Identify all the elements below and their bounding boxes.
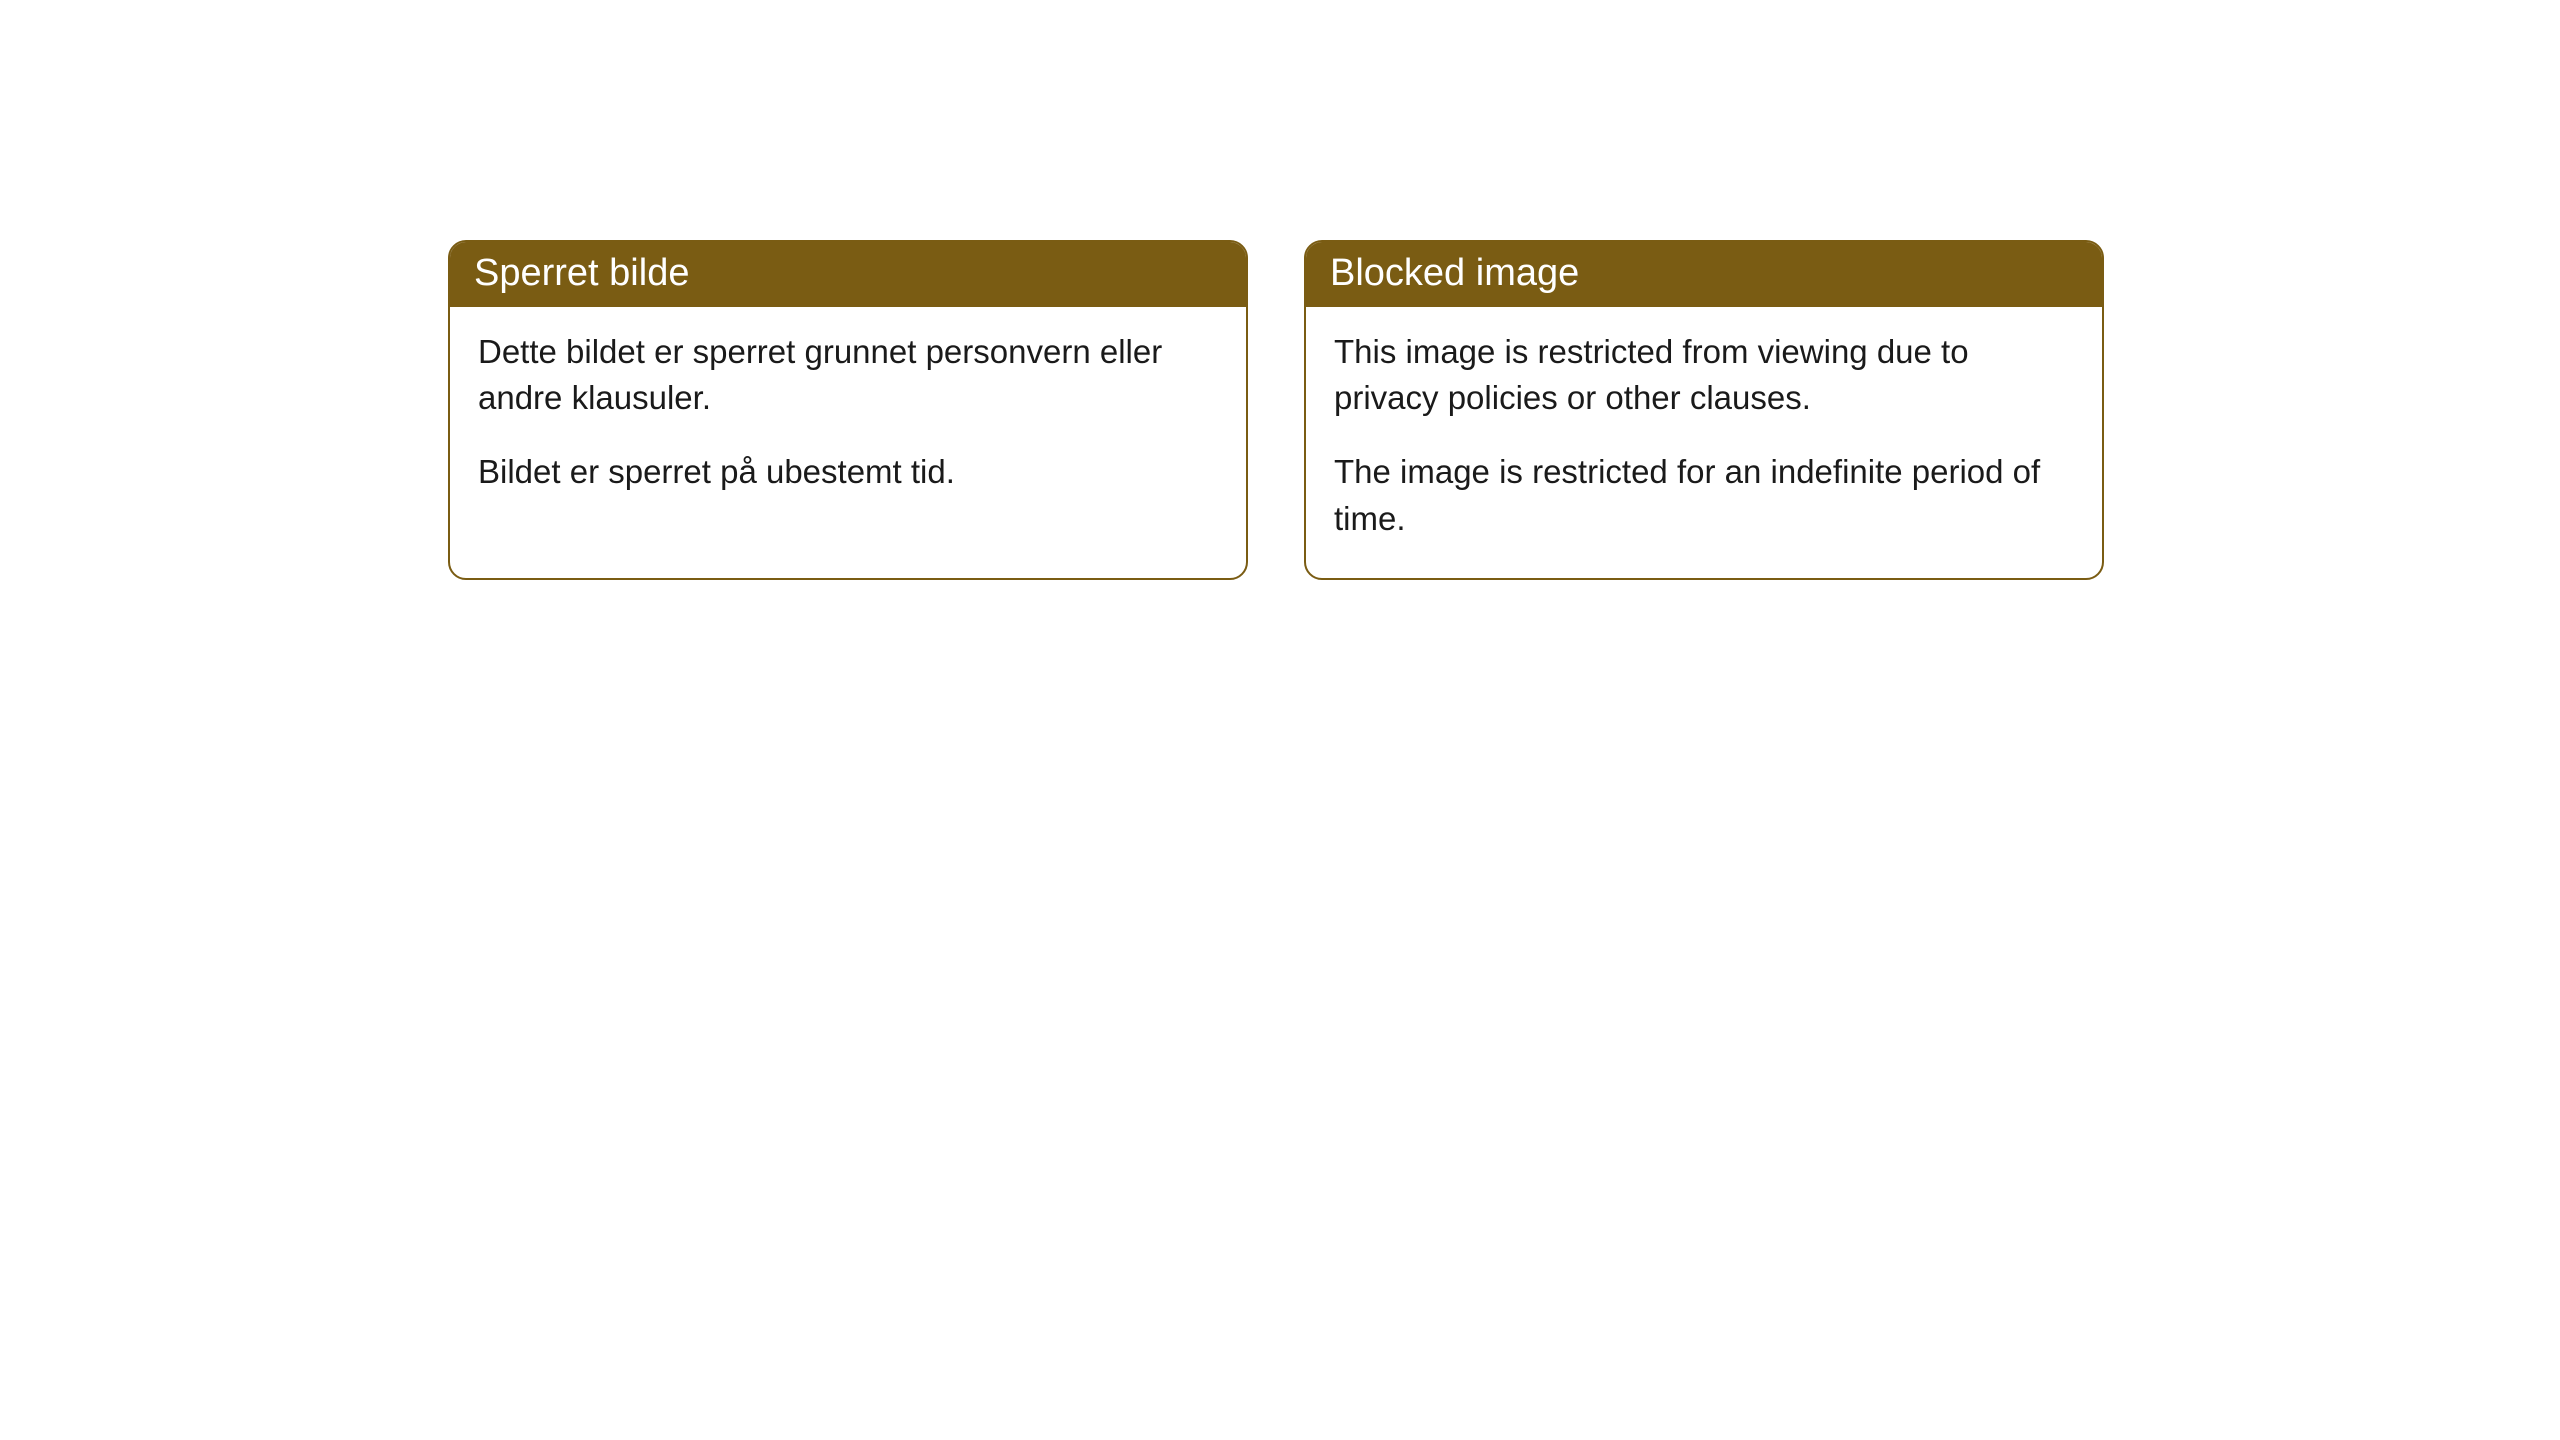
blocked-image-card-english: Blocked image This image is restricted f… (1304, 240, 2104, 580)
card-paragraph: This image is restricted from viewing du… (1334, 329, 2074, 421)
card-paragraph: The image is restricted for an indefinit… (1334, 449, 2074, 541)
blocked-image-card-norwegian: Sperret bilde Dette bildet er sperret gr… (448, 240, 1248, 580)
card-body: This image is restricted from viewing du… (1306, 307, 2102, 578)
card-body: Dette bildet er sperret grunnet personve… (450, 307, 1246, 532)
card-paragraph: Dette bildet er sperret grunnet personve… (478, 329, 1218, 421)
notice-cards-container: Sperret bilde Dette bildet er sperret gr… (448, 240, 2560, 580)
card-header: Blocked image (1306, 242, 2102, 307)
card-header: Sperret bilde (450, 242, 1246, 307)
card-paragraph: Bildet er sperret på ubestemt tid. (478, 449, 1218, 495)
